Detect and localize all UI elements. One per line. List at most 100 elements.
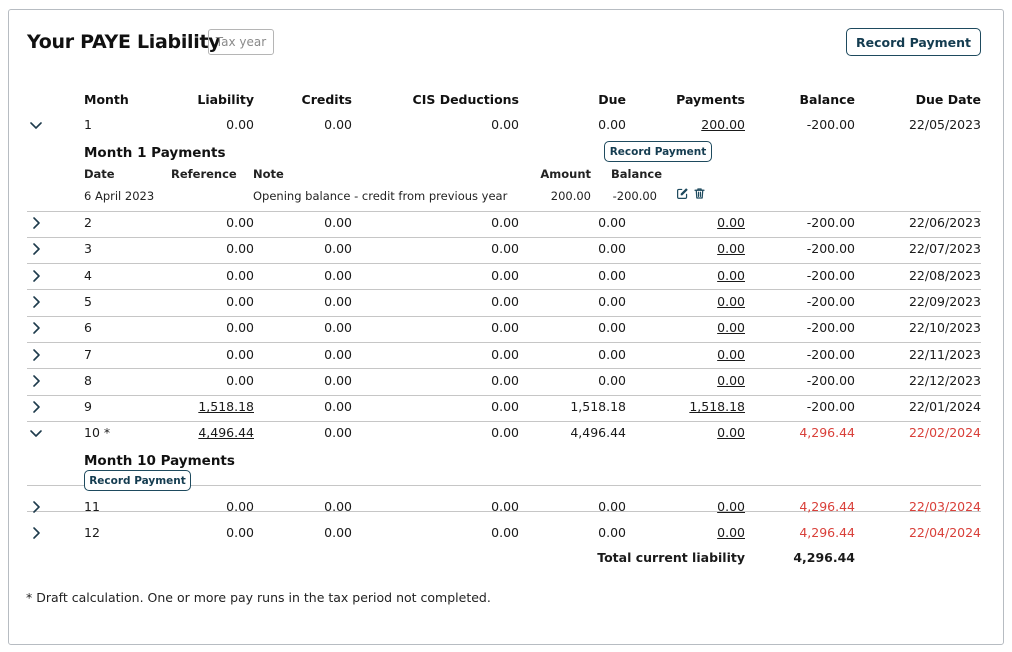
record-payment-button[interactable]: Record Payment [846, 28, 981, 56]
row-liability: 0.00 [226, 347, 254, 362]
total-current-liability-label: Total current liability [597, 550, 745, 565]
row-month: 11 [84, 499, 100, 514]
row-divider [27, 263, 981, 264]
column-header-month: Month [84, 92, 129, 107]
row-credits: 0.00 [324, 499, 352, 514]
row-due: 0.00 [598, 320, 626, 335]
row-cis-deductions: 0.00 [491, 347, 519, 362]
row-cis-deductions: 0.00 [491, 294, 519, 309]
row-balance: 4,296.44 [799, 525, 855, 540]
row-month: 7 [84, 347, 92, 362]
row-payments-link[interactable]: 0.00 [717, 241, 745, 256]
edit-icon[interactable] [676, 187, 689, 200]
row-divider [27, 368, 981, 369]
row-due-date: 22/10/2023 [908, 320, 981, 335]
row-payments-link[interactable]: 0.00 [717, 499, 745, 514]
chevron-down-icon[interactable] [27, 116, 45, 134]
row-cis-deductions: 0.00 [491, 425, 519, 440]
row-due: 0.00 [598, 117, 626, 132]
row-liability-link[interactable]: 4,496.44 [198, 425, 254, 440]
chevron-right-icon[interactable] [27, 524, 45, 542]
row-cis-deductions: 0.00 [491, 241, 519, 256]
payment-header-balance: Balance [611, 167, 663, 181]
row-credits: 0.00 [324, 425, 352, 440]
row-due: 4,496.44 [570, 425, 626, 440]
row-cis-deductions: 0.00 [491, 525, 519, 540]
row-payments-link[interactable]: 1,518.18 [689, 399, 745, 414]
row-balance: 4,296.44 [799, 425, 855, 440]
row-divider [27, 485, 981, 486]
row-credits: 0.00 [324, 373, 352, 388]
chevron-right-icon[interactable] [27, 498, 45, 516]
column-header-due-date: Due Date [915, 92, 981, 107]
chevron-right-icon[interactable] [27, 319, 45, 337]
row-credits: 0.00 [324, 294, 352, 309]
row-balance: 4,296.44 [799, 499, 855, 514]
row-month: 5 [84, 294, 92, 309]
row-due-date: 22/01/2024 [908, 399, 981, 414]
payment-header-date: Date [84, 167, 115, 181]
row-divider [27, 316, 981, 317]
chevron-right-icon[interactable] [27, 267, 45, 285]
row-payments-link[interactable]: 0.00 [717, 215, 745, 230]
row-credits: 0.00 [324, 215, 352, 230]
row-month: 12 [84, 525, 100, 540]
row-month: 10 * [84, 425, 111, 440]
trash-icon[interactable] [693, 187, 706, 200]
chevron-right-icon[interactable] [27, 346, 45, 364]
row-month: 6 [84, 320, 92, 335]
row-liability: 0.00 [226, 499, 254, 514]
row-balance: -200.00 [806, 347, 855, 362]
row-due: 0.00 [598, 215, 626, 230]
payment-date: 6 April 2023 [84, 189, 155, 203]
row-payments-link[interactable]: 0.00 [717, 373, 745, 388]
row-balance: -200.00 [806, 373, 855, 388]
payment-note: Opening balance - credit from previous y… [253, 189, 508, 203]
month-10-record-payment-button[interactable]: Record Payment [84, 470, 191, 491]
payment-header-reference: Reference [171, 167, 237, 181]
row-due: 1,518.18 [570, 399, 626, 414]
month-1-record-payment-button[interactable]: Record Payment [604, 141, 712, 162]
chevron-right-icon[interactable] [27, 214, 45, 232]
chevron-right-icon[interactable] [27, 372, 45, 390]
row-liability: 0.00 [226, 320, 254, 335]
row-payments-link[interactable]: 0.00 [717, 525, 745, 540]
row-credits: 0.00 [324, 241, 352, 256]
row-liability: 0.00 [226, 241, 254, 256]
chevron-right-icon[interactable] [27, 240, 45, 258]
row-payments-link[interactable]: 0.00 [717, 320, 745, 335]
row-balance: -200.00 [806, 268, 855, 283]
row-payments-link[interactable]: 0.00 [717, 268, 745, 283]
row-liability: 0.00 [226, 525, 254, 540]
column-header-credits: Credits [301, 92, 352, 107]
row-cis-deductions: 0.00 [491, 373, 519, 388]
row-month: 3 [84, 241, 92, 256]
chevron-right-icon[interactable] [27, 293, 45, 311]
row-due: 0.00 [598, 373, 626, 388]
total-current-liability-value: 4,296.44 [793, 550, 855, 565]
row-month: 9 [84, 399, 92, 414]
row-month: 2 [84, 215, 92, 230]
row-divider [27, 342, 981, 343]
row-payments-link[interactable]: 0.00 [717, 425, 745, 440]
row-payments-link[interactable]: 200.00 [701, 117, 745, 132]
row-payments-link[interactable]: 0.00 [717, 347, 745, 362]
row-divider [27, 289, 981, 290]
row-liability: 0.00 [226, 215, 254, 230]
column-header-balance: Balance [799, 92, 855, 107]
row-payments-link[interactable]: 0.00 [717, 294, 745, 309]
payment-amount: 200.00 [550, 189, 591, 203]
row-due-date: 22/08/2023 [908, 268, 981, 283]
row-due-date: 22/07/2023 [908, 241, 981, 256]
chevron-right-icon[interactable] [27, 398, 45, 416]
row-liability-link[interactable]: 1,518.18 [198, 399, 254, 414]
row-month: 4 [84, 268, 92, 283]
row-month: 1 [84, 117, 92, 132]
row-balance: -200.00 [806, 294, 855, 309]
tax-year-select[interactable]: Tax year [208, 29, 274, 55]
row-liability: 0.00 [226, 373, 254, 388]
column-header-cis-deductions: CIS Deductions [412, 92, 519, 107]
chevron-down-icon[interactable] [27, 424, 45, 442]
row-credits: 0.00 [324, 347, 352, 362]
row-due-date: 22/02/2024 [908, 425, 981, 440]
